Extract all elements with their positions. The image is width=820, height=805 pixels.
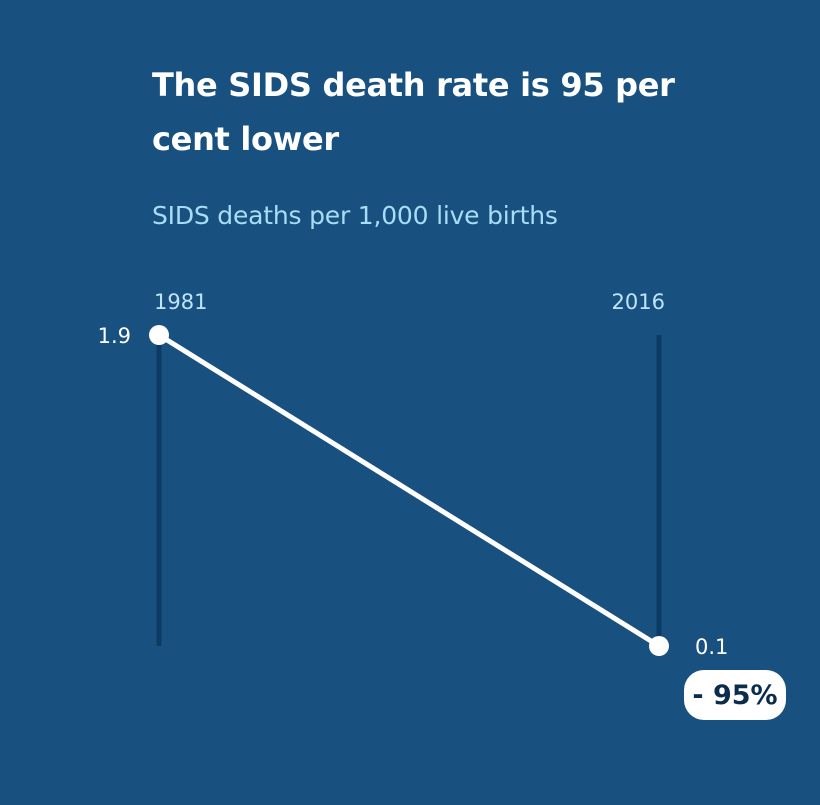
- series-layer: [149, 325, 669, 656]
- data-point-2016: [649, 636, 669, 656]
- axis-bar-2016: [656, 335, 662, 646]
- value-label-2016: 0.1: [695, 635, 728, 659]
- labels-layer: 1981 2016 1.9 0.1: [98, 290, 729, 659]
- change-badge: - 95%: [684, 670, 786, 720]
- series-line: [156, 332, 662, 649]
- chart-title: The SIDS death rate is 95 per cent lower: [152, 66, 675, 158]
- chart-subtitle: SIDS deaths per 1,000 live births: [152, 201, 558, 230]
- value-label-1981: 1.9: [98, 324, 131, 348]
- year-label-2016: 2016: [612, 290, 665, 314]
- year-label-1981: 1981: [154, 290, 207, 314]
- axes-layer: [156, 335, 662, 646]
- axis-bar-1981: [156, 335, 162, 646]
- change-badge-label: - 95%: [692, 680, 777, 711]
- change-badge-background: [684, 670, 786, 720]
- data-point-1981: [149, 325, 169, 345]
